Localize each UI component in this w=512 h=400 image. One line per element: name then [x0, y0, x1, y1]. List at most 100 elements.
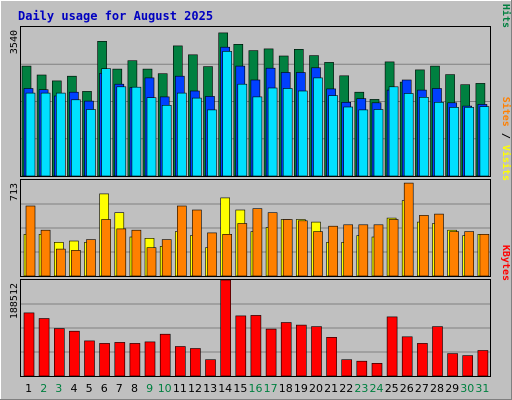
- x-tick-label-10: 10: [158, 382, 172, 395]
- pages-bar-15: [237, 83, 248, 177]
- x-tick-label-28: 28: [430, 382, 444, 395]
- kbytes-bar-8: [129, 343, 141, 377]
- x-tick-label-14: 14: [218, 382, 232, 395]
- x-tick-label-4: 4: [71, 382, 78, 395]
- kbytes-bar-21: [326, 336, 337, 377]
- pages-bar-22: [343, 106, 354, 177]
- x-tick-label-17: 17: [264, 382, 278, 395]
- kbytes-bar-2: [38, 318, 50, 377]
- pages-bar-3: [55, 92, 66, 177]
- pages-bar-21: [328, 95, 338, 177]
- kbytes-bar-22: [341, 359, 353, 377]
- pages-bar-8: [131, 86, 142, 177]
- pages-bar-30: [464, 107, 475, 177]
- pages-bar-2: [40, 92, 51, 177]
- sites-bar-24: [373, 224, 384, 277]
- bars-layer: [21, 32, 490, 377]
- sites-bar-25: [388, 219, 399, 277]
- kbytes-bar-9: [144, 341, 156, 377]
- pages-bar-6: [101, 68, 111, 177]
- pages-bar-24: [373, 109, 384, 177]
- x-tick-label-12: 12: [188, 382, 202, 395]
- x-tick-label-9: 9: [146, 382, 153, 395]
- x-tick-label-7: 7: [116, 382, 123, 395]
- kbytes-bar-19: [295, 324, 307, 377]
- kbytes-bar-30: [462, 355, 474, 377]
- kbytes-bar-1: [23, 312, 35, 377]
- x-tick-label-2: 2: [40, 382, 47, 395]
- pages-bar-9: [146, 97, 157, 177]
- kbytes-bar-5: [84, 340, 95, 377]
- pages-bar-4: [71, 99, 81, 177]
- kbytes-bar-10: [159, 333, 171, 377]
- sites-bar-14: [222, 234, 232, 277]
- pages-bar-28: [434, 102, 444, 177]
- pages-bar-26: [403, 93, 414, 177]
- x-tick-label-21: 21: [324, 382, 338, 395]
- legend-sites: Sites: [500, 97, 512, 127]
- kbytes-bar-23: [356, 360, 368, 377]
- pages-bar-20: [313, 77, 323, 177]
- sites-bar-9: [146, 247, 157, 277]
- sites-bar-1: [25, 205, 36, 277]
- pages-bar-14: [222, 51, 232, 177]
- x-tick-label-30: 30: [460, 382, 474, 395]
- x-tick-label-6: 6: [101, 382, 108, 395]
- kbytes-bar-13: [205, 359, 216, 377]
- kbytes-bar-16: [250, 315, 262, 377]
- kbytes-bar-24: [371, 362, 383, 377]
- x-tick-label-31: 31: [475, 382, 489, 395]
- x-tick-label-27: 27: [415, 382, 429, 395]
- hits-files-pages-legend: Pages / Files / Hits: [500, 0, 512, 28]
- sites-bar-13: [207, 232, 217, 277]
- kbytes-bar-29: [447, 353, 458, 377]
- pages-bar-17: [267, 87, 278, 177]
- x-tick-label-1: 1: [25, 382, 32, 395]
- sites-visits-legend: Sites / Visits: [500, 97, 512, 181]
- kbytes-bar-7: [114, 342, 126, 377]
- sites-bar-20: [313, 231, 323, 277]
- sites-bar-26: [403, 182, 414, 277]
- sites-bar-2: [40, 229, 51, 277]
- legend-separator: /: [500, 127, 511, 145]
- x-tick-label-24: 24: [370, 382, 384, 395]
- x-tick-label-25: 25: [385, 382, 399, 395]
- x-tick-label-23: 23: [354, 382, 368, 395]
- sites-bar-16: [252, 208, 263, 277]
- kbytes-bar-14: [220, 279, 231, 377]
- sites-bar-8: [131, 229, 142, 277]
- legend-kbytes: KBytes: [500, 245, 511, 281]
- kbytes-ymax-label: 188512: [9, 283, 20, 319]
- pages-bar-5: [86, 109, 96, 177]
- sites-bar-5: [86, 239, 96, 277]
- sites-bar-28: [434, 213, 444, 277]
- sites-bar-7: [116, 228, 127, 277]
- kbytes-bar-15: [235, 315, 247, 377]
- sites-bar-29: [449, 231, 459, 277]
- kbytes-bar-11: [175, 346, 186, 377]
- sites-bar-15: [237, 223, 248, 277]
- pages-bar-31: [479, 106, 490, 177]
- pages-bar-16: [252, 96, 263, 177]
- kbytes-bar-3: [53, 328, 65, 377]
- pages-bar-11: [177, 92, 187, 177]
- sites-visits-ymax-label: 713: [9, 183, 20, 201]
- sites-bar-3: [55, 248, 66, 277]
- x-tick-label-18: 18: [279, 382, 293, 395]
- kbytes-legend: KBytes: [500, 245, 511, 281]
- sites-bar-10: [161, 239, 172, 277]
- pages-bar-19: [297, 90, 308, 177]
- kbytes-bar-27: [417, 343, 428, 377]
- x-tick-label-5: 5: [86, 382, 93, 395]
- kbytes-bar-20: [311, 326, 322, 377]
- x-tick-label-15: 15: [233, 382, 247, 395]
- sites-bar-22: [343, 224, 354, 277]
- x-tick-label-19: 19: [294, 382, 308, 395]
- sites-bar-17: [267, 212, 278, 277]
- x-tick-label-8: 8: [131, 382, 138, 395]
- kbytes-bar-28: [432, 326, 443, 377]
- pages-bar-27: [419, 97, 429, 177]
- sites-bar-11: [177, 205, 187, 277]
- x-tick-label-20: 20: [309, 382, 323, 395]
